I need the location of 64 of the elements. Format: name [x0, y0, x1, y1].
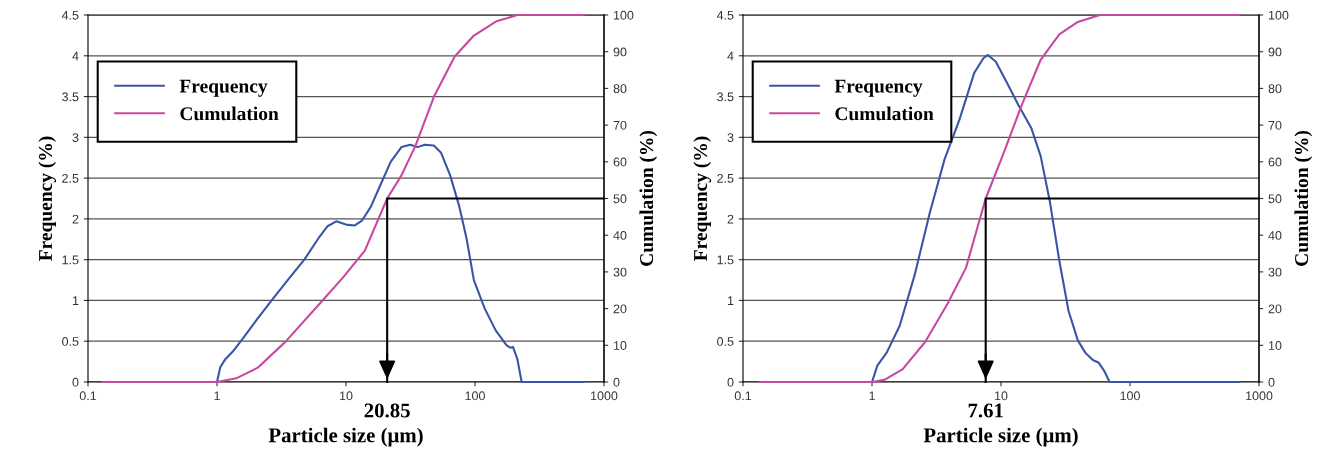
x-tick-label: 0.1: [79, 391, 97, 401]
y-tick-label: 0: [72, 377, 79, 387]
y2-tick-label: 30: [1268, 267, 1282, 277]
y2-tick-label: 60: [1268, 157, 1282, 167]
y2-tick-label: 0: [1268, 377, 1275, 387]
y-tick-label: 2: [72, 214, 79, 224]
y2-tick-label: 50: [1268, 194, 1282, 204]
y-tick-label: 1: [72, 296, 79, 305]
x-tick-label: 0.1: [734, 391, 752, 401]
y-tick-label: 3: [727, 133, 734, 142]
legend-label: Cumulation: [835, 106, 934, 121]
y2-tick-label: 100: [613, 10, 634, 20]
y2-tick-label: 60: [613, 157, 627, 167]
y2-tick-label: 50: [613, 194, 627, 204]
y2-axis-title: Cumulation (%): [639, 131, 658, 266]
x-tick-label: 100: [1120, 391, 1140, 401]
y2-tick-label: 90: [1268, 47, 1282, 57]
x-axis-title: Particle size (μm): [268, 427, 423, 447]
x-tick-label: 100: [465, 391, 485, 401]
x-axis-title: Particle size (μm): [923, 427, 1078, 447]
y2-tick-label: 20: [1268, 304, 1282, 314]
y-tick-label: 4: [727, 51, 734, 61]
y-tick-label: 3.5: [62, 92, 79, 102]
legend-label: Cumulation: [180, 106, 279, 121]
y2-tick-label: 80: [613, 84, 627, 94]
x-tick-label: 1: [214, 391, 220, 401]
annotation: 20.85: [364, 403, 410, 418]
annotation: 7.61: [968, 403, 1003, 418]
y-tick-label: 2.5: [717, 173, 734, 183]
y-tick-label: 1.5: [62, 255, 79, 265]
y-tick-label: 4.5: [61, 10, 79, 20]
y-tick-label: 2: [727, 214, 734, 224]
y2-tick-label: 40: [613, 231, 627, 240]
legend-label: Frequency: [179, 79, 268, 97]
y-tick-label: 1.5: [717, 255, 734, 265]
x-tick-label: 1000: [1246, 391, 1273, 401]
y-tick-label: 1: [727, 296, 734, 305]
y2-tick-label: 40: [1268, 231, 1282, 240]
y-tick-label: 3.5: [717, 92, 734, 102]
y2-tick-label: 90: [613, 47, 627, 57]
x-tick-label: 1: [869, 391, 875, 401]
x-tick-label: 1000: [591, 391, 618, 401]
y2-tick-label: 30: [613, 267, 627, 277]
y2-tick-label: 10: [613, 341, 627, 350]
y-tick-label: 0.5: [62, 337, 79, 346]
legend-label: Frequency: [834, 79, 923, 97]
y-tick-label: 0.5: [717, 337, 734, 346]
y-axis-title: Frequency (%): [693, 136, 712, 261]
y-axis-title: Frequency (%): [38, 136, 57, 261]
y-tick-label: 4.5: [716, 10, 734, 20]
x-tick-label: 10: [340, 391, 353, 401]
y-tick-label: 0: [727, 377, 734, 387]
y2-tick-label: 10: [1268, 341, 1282, 350]
y-tick-label: 4: [72, 51, 79, 61]
x-tick-label: 10: [995, 391, 1008, 401]
y2-tick-label: 70: [1268, 120, 1282, 130]
y2-tick-label: 70: [613, 120, 627, 130]
y2-tick-label: 0: [613, 377, 620, 387]
y2-axis-title: Cumulation (%): [1294, 131, 1313, 266]
y-tick-label: 2.5: [62, 173, 79, 183]
y-tick-label: 3: [72, 133, 79, 142]
y2-tick-label: 20: [613, 304, 627, 314]
y2-tick-label: 80: [1268, 84, 1282, 94]
y2-tick-label: 100: [1268, 10, 1289, 20]
